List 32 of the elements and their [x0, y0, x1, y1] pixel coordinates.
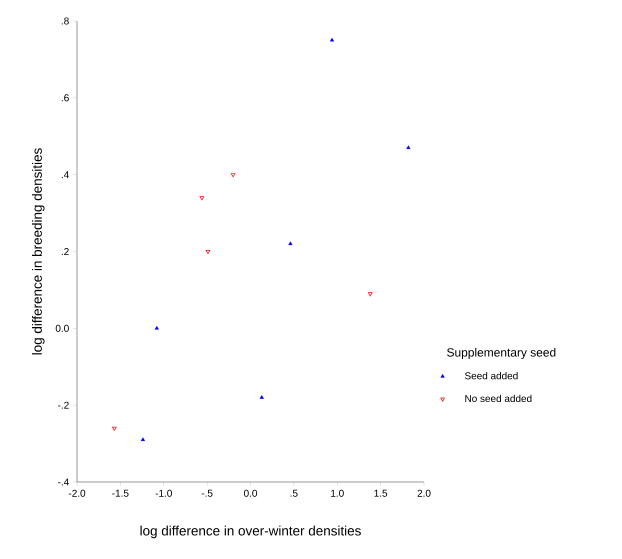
y-tick-label: .8 — [62, 17, 69, 25]
point — [154, 326, 159, 330]
point — [206, 250, 210, 254]
point — [230, 173, 236, 178]
x-tick-label: -.5 — [202, 490, 213, 497]
y-tick-label: -.4 — [58, 478, 69, 486]
point — [330, 38, 334, 42]
x-tick-label: .5 — [290, 490, 298, 497]
point — [260, 395, 264, 399]
x-tick-label: -1.5 — [112, 490, 129, 497]
point — [368, 292, 372, 296]
x-tick-label: -2.0 — [68, 490, 86, 497]
y-axis-title: log difference in breeding densities — [32, 148, 45, 354]
point — [112, 426, 117, 431]
x-tick-label: -1.0 — [156, 490, 172, 497]
point — [406, 145, 410, 150]
y-tick-label: 0.0 — [56, 324, 69, 332]
y-tick-label: .2 — [62, 248, 69, 255]
x-axis-title: log difference in over-winter densities — [140, 526, 361, 538]
legend-label: Seed added — [464, 372, 518, 380]
y-tick-label: .4 — [62, 171, 69, 178]
point — [288, 241, 293, 246]
x-tick-label: 0.0 — [244, 490, 258, 497]
legend-title: Supplementary seed — [447, 348, 556, 360]
point — [140, 437, 146, 442]
point — [200, 196, 204, 200]
legend-label: No seed added — [465, 394, 532, 402]
x-tick-label: 1.0 — [331, 490, 344, 497]
y-tick-label: -.2 — [58, 402, 69, 409]
x-tick-label: 2.0 — [418, 490, 431, 497]
y-tick-label: .6 — [62, 94, 69, 102]
x-tick-label: 1.5 — [374, 490, 388, 497]
